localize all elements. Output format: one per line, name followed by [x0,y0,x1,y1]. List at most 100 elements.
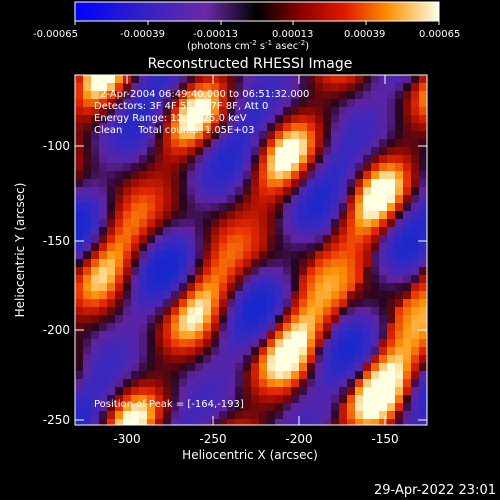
image-pixel [235,195,243,203]
image-pixel [227,307,235,315]
image-pixel [203,267,211,275]
image-pixel [323,227,331,235]
image-pixel [203,387,211,395]
image-pixel [275,219,283,227]
image-pixel [267,331,275,339]
image-pixel [283,283,291,291]
image-pixel [155,227,163,235]
image-pixel [323,139,331,147]
image-pixel [227,179,235,187]
image-pixel [347,131,355,139]
image-pixel [307,123,315,131]
image-pixel [195,371,203,379]
image-pixel [331,267,339,275]
image-pixel [107,115,115,123]
image-pixel [259,115,267,123]
image-pixel [211,251,219,259]
image-pixel [155,323,163,331]
image-pixel [395,107,403,115]
image-pixel [219,331,227,339]
image-pixel [379,115,387,123]
image-pixel [363,211,371,219]
image-pixel [371,299,379,307]
image-pixel [251,379,259,387]
image-pixel [211,363,219,371]
image-pixel [75,387,83,395]
image-pixel [403,283,411,291]
image-pixel [131,203,139,211]
image-pixel [83,203,91,211]
image-pixel [123,219,131,227]
image-pixel [115,115,123,123]
image-pixel [131,275,139,283]
image-pixel [371,275,379,283]
image-pixel [411,243,419,251]
image-pixel [411,139,419,147]
image-pixel [171,243,179,251]
image-pixel [299,363,307,371]
image-pixel [275,331,283,339]
image-pixel [171,115,179,123]
image-pixel [283,339,291,347]
image-pixel [267,163,275,171]
image-pixel [347,227,355,235]
image-pixel [83,179,91,187]
image-pixel [107,171,115,179]
image-pixel [123,339,131,347]
image-pixel [107,323,115,331]
image-pixel [371,99,379,107]
image-pixel [115,411,123,419]
image-pixel [227,123,235,131]
image-pixel [259,91,267,99]
image-pixel [251,195,259,203]
image-pixel [403,339,411,347]
image-pixel [403,187,411,195]
image-pixel [187,275,195,283]
image-pixel [115,363,123,371]
image-pixel [91,179,99,187]
image-pixel [411,179,419,187]
image-pixel [323,171,331,179]
image-pixel [299,275,307,283]
image-pixel [419,275,427,283]
image-pixel [307,243,315,251]
image-pixel [115,331,123,339]
image-pixel [379,379,387,387]
image-pixel [347,371,355,379]
image-pixel [83,379,91,387]
image-pixel [211,411,219,419]
image-pixel [147,211,155,219]
image-pixel [307,139,315,147]
image-pixel [99,395,107,403]
image-pixel [403,275,411,283]
image-pixel [139,211,147,219]
image-pixel [75,243,83,251]
image-pixel [363,187,371,195]
image-pixel [227,347,235,355]
image-pixel [283,251,291,259]
image-pixel [387,387,395,395]
image-pixel [139,347,147,355]
image-pixel [131,83,139,91]
image-area [75,75,427,425]
image-pixel [155,283,163,291]
image-pixel [107,147,115,155]
image-pixel [75,107,83,115]
image-pixel [299,299,307,307]
image-pixel [355,115,363,123]
image-pixel [411,171,419,179]
image-pixel [115,371,123,379]
image-pixel [91,267,99,275]
image-pixel [83,235,91,243]
image-pixel [187,395,195,403]
image-pixel [259,83,267,91]
image-pixel [291,107,299,115]
image-pixel [419,187,427,195]
image-pixel [355,387,363,395]
plot-frame [74,74,428,426]
image-pixel [227,187,235,195]
image-pixel [251,347,259,355]
image-pixel [203,131,211,139]
image-pixel [251,115,259,123]
image-pixel [347,275,355,283]
